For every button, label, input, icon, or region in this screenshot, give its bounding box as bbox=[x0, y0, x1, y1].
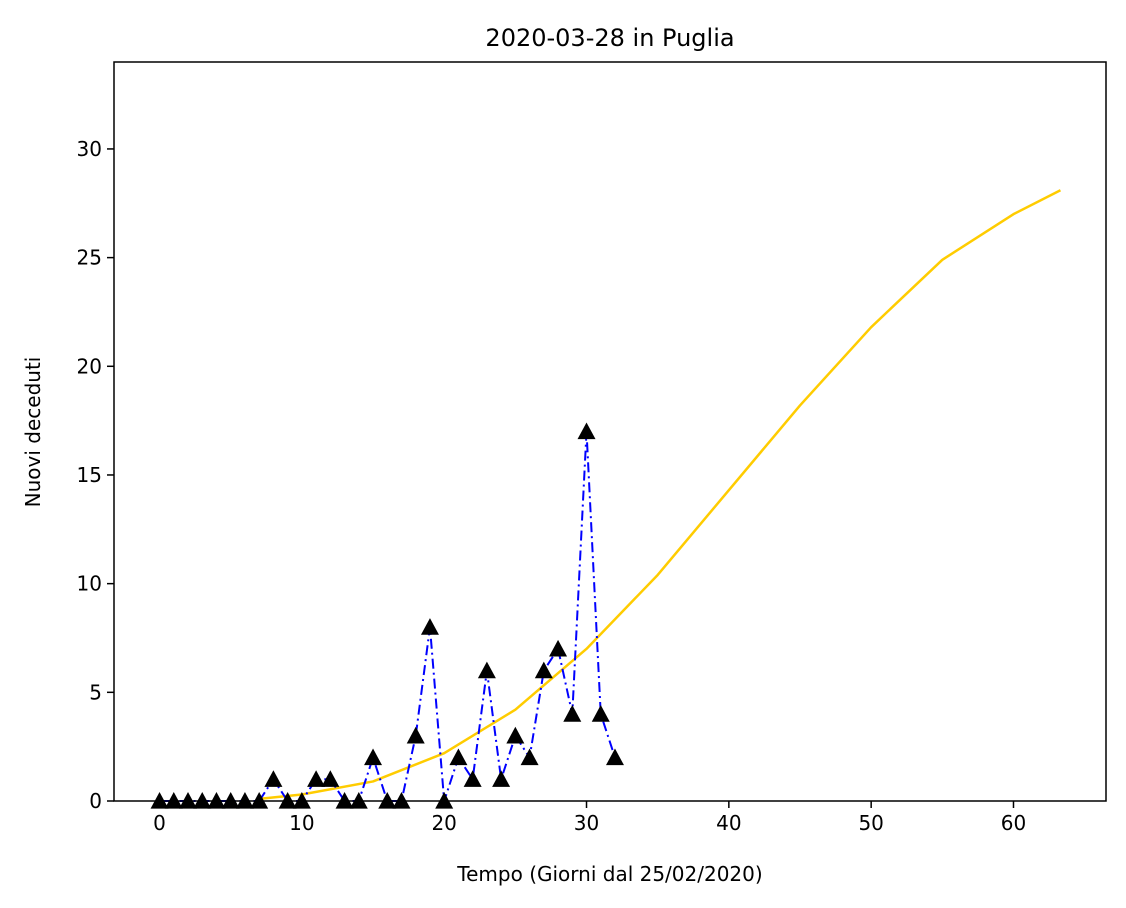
x-tick-label: 40 bbox=[716, 811, 741, 835]
y-tick-label: 30 bbox=[77, 137, 102, 161]
data-point-marker bbox=[321, 770, 340, 787]
data-point-marker bbox=[406, 726, 425, 744]
data-point-marker bbox=[449, 748, 468, 766]
data-point-marker bbox=[506, 726, 525, 744]
y-tick-label: 20 bbox=[77, 354, 102, 378]
data-point-marker bbox=[420, 618, 439, 635]
x-tick-label: 60 bbox=[1001, 811, 1026, 835]
data-point-marker bbox=[591, 705, 610, 722]
data-point-marker bbox=[264, 770, 283, 787]
data-point-marker bbox=[477, 661, 496, 679]
y-tick-label: 5 bbox=[89, 680, 102, 704]
data-point-marker bbox=[605, 748, 624, 766]
y-axis-label: Nuovi deceduti bbox=[21, 357, 45, 508]
x-tick-label: 0 bbox=[153, 811, 166, 835]
x-tick-label: 50 bbox=[858, 811, 883, 835]
data-point-marker bbox=[577, 422, 596, 440]
data-point-marker bbox=[563, 705, 582, 722]
plot-frame bbox=[113, 61, 1107, 802]
y-tick-label: 15 bbox=[77, 463, 102, 487]
data-point-marker bbox=[520, 748, 539, 766]
data-point-marker bbox=[364, 748, 383, 766]
axis-layer: 0 10 20 30 40 50 60 0 5 10 15 20 25 30 bbox=[77, 137, 1027, 835]
x-axis-label: Tempo (Giorni dal 25/02/2020) bbox=[456, 862, 762, 886]
x-tick-label: 10 bbox=[289, 811, 314, 835]
chart-title: 2020-03-28 in Puglia bbox=[485, 24, 734, 52]
data-point-marker bbox=[307, 770, 326, 787]
data-point-marker bbox=[492, 770, 511, 787]
x-tick-label: 20 bbox=[431, 811, 456, 835]
data-point-marker bbox=[463, 770, 482, 787]
data-point-marker bbox=[534, 661, 553, 679]
fit-curve bbox=[259, 189, 1062, 801]
y-tick-label: 25 bbox=[77, 246, 102, 270]
y-tick-label: 0 bbox=[89, 789, 102, 813]
y-tick-label: 10 bbox=[77, 572, 102, 596]
data-point-marker bbox=[549, 639, 568, 657]
x-tick-label: 30 bbox=[574, 811, 599, 835]
